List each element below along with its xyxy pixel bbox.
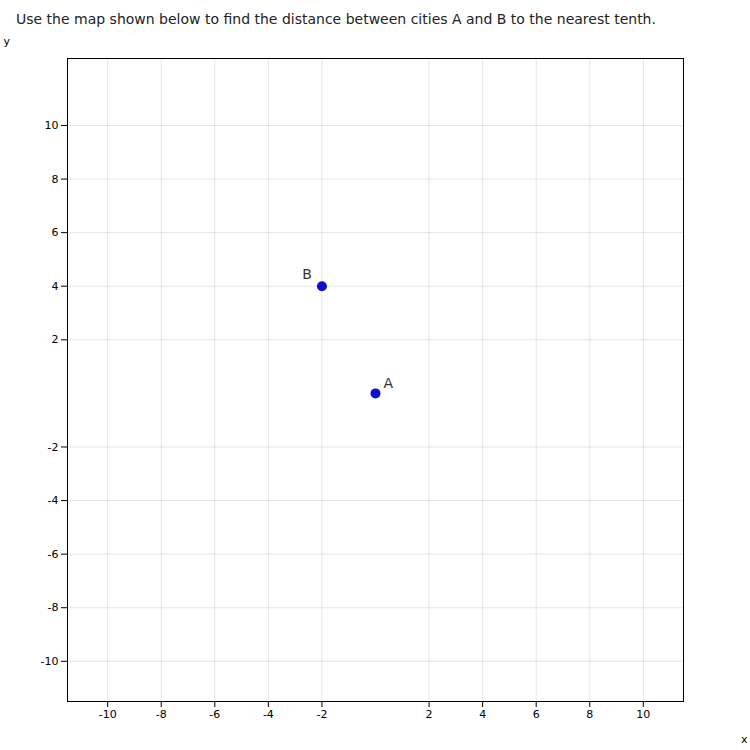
svg-text:4: 4 — [479, 708, 486, 721]
svg-text:4: 4 — [52, 280, 59, 293]
svg-text:-2: -2 — [316, 708, 327, 721]
svg-text:6: 6 — [52, 226, 59, 239]
svg-text:10: 10 — [45, 119, 59, 132]
svg-text:10: 10 — [636, 708, 650, 721]
svg-text:8: 8 — [586, 708, 593, 721]
svg-text:8: 8 — [52, 173, 59, 186]
svg-text:A: A — [384, 375, 394, 391]
html-text:Use the map shown below to fin: Use the map shown below to find the dist… — [16, 11, 656, 27]
svg-text:2: 2 — [426, 708, 433, 721]
svg-text:-4: -4 — [48, 494, 59, 507]
svg-text:2: 2 — [52, 334, 59, 347]
svg-text:-10: -10 — [99, 708, 117, 721]
svg-text:x: x — [741, 733, 748, 746]
svg-text:6: 6 — [533, 708, 540, 721]
svg-text:-4: -4 — [263, 708, 274, 721]
svg-text:-10: -10 — [41, 655, 59, 668]
svg-text:-6: -6 — [209, 708, 220, 721]
svg-text:-6: -6 — [48, 548, 59, 561]
svg-text:B: B — [302, 266, 312, 282]
svg-text:-2: -2 — [48, 441, 59, 454]
svg-text:-8: -8 — [48, 601, 59, 614]
svg-text:y: y — [4, 35, 11, 48]
svg-text:-8: -8 — [156, 708, 167, 721]
